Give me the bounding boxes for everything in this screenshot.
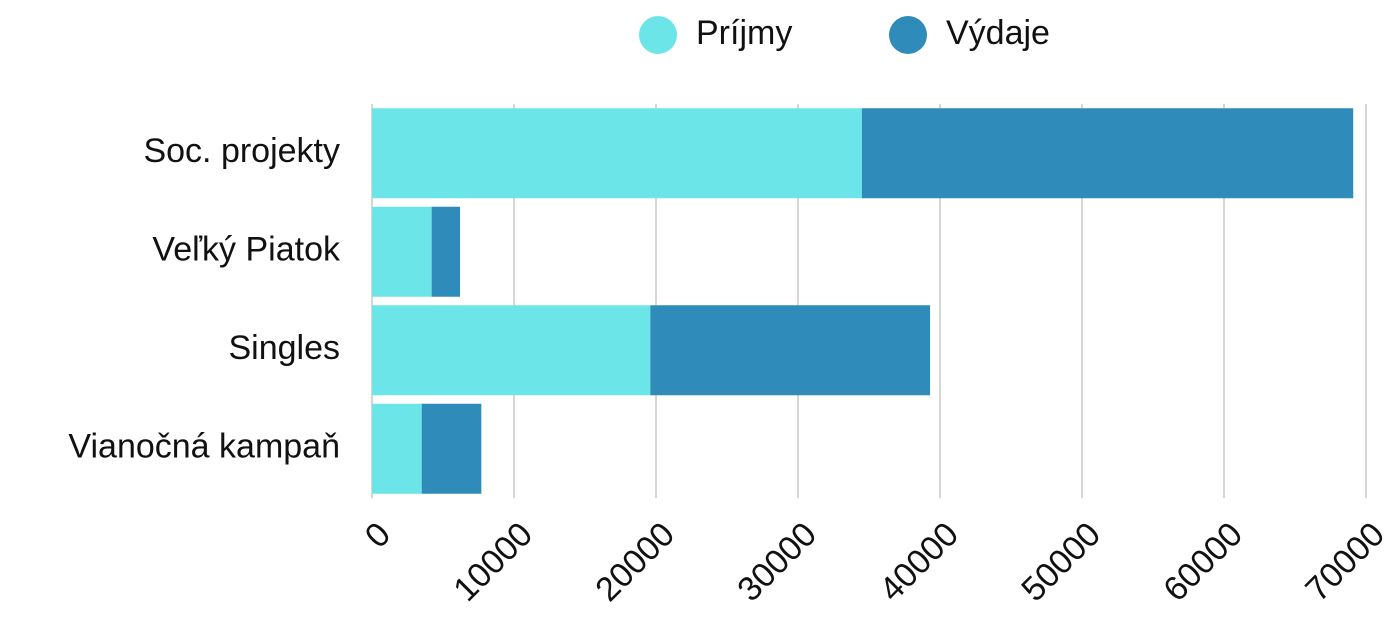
x-tick-label: 0 (358, 515, 398, 555)
x-tick-label: 70000 (1298, 515, 1392, 609)
legend-label: Výdaje (946, 14, 1050, 52)
bar-segment (372, 305, 651, 396)
x-tick-label: 60000 (1156, 515, 1250, 609)
y-tick-label: Singles (228, 329, 340, 367)
legend-swatch (889, 16, 927, 54)
bar-segment (650, 305, 931, 396)
x-tick-label: 30000 (730, 515, 824, 609)
x-tick-label: 40000 (872, 515, 966, 609)
x-tick-label: 10000 (446, 515, 540, 609)
legend-swatch (639, 16, 677, 54)
bar-segment (431, 206, 461, 297)
x-tick-label: 50000 (1014, 515, 1108, 609)
x-tick-label: 20000 (588, 515, 682, 609)
y-tick-label: Veľký Piatok (152, 231, 341, 269)
legend-label: Príjmy (696, 14, 792, 52)
y-tick-label: Soc. projekty (143, 132, 340, 170)
bar-segment (861, 108, 1354, 199)
y-tick-label: Vianočná kampaň (68, 428, 340, 466)
bar-segment (372, 108, 862, 199)
bar-segment (372, 403, 422, 494)
bar-segment (421, 403, 482, 494)
bar-segment (372, 206, 432, 297)
